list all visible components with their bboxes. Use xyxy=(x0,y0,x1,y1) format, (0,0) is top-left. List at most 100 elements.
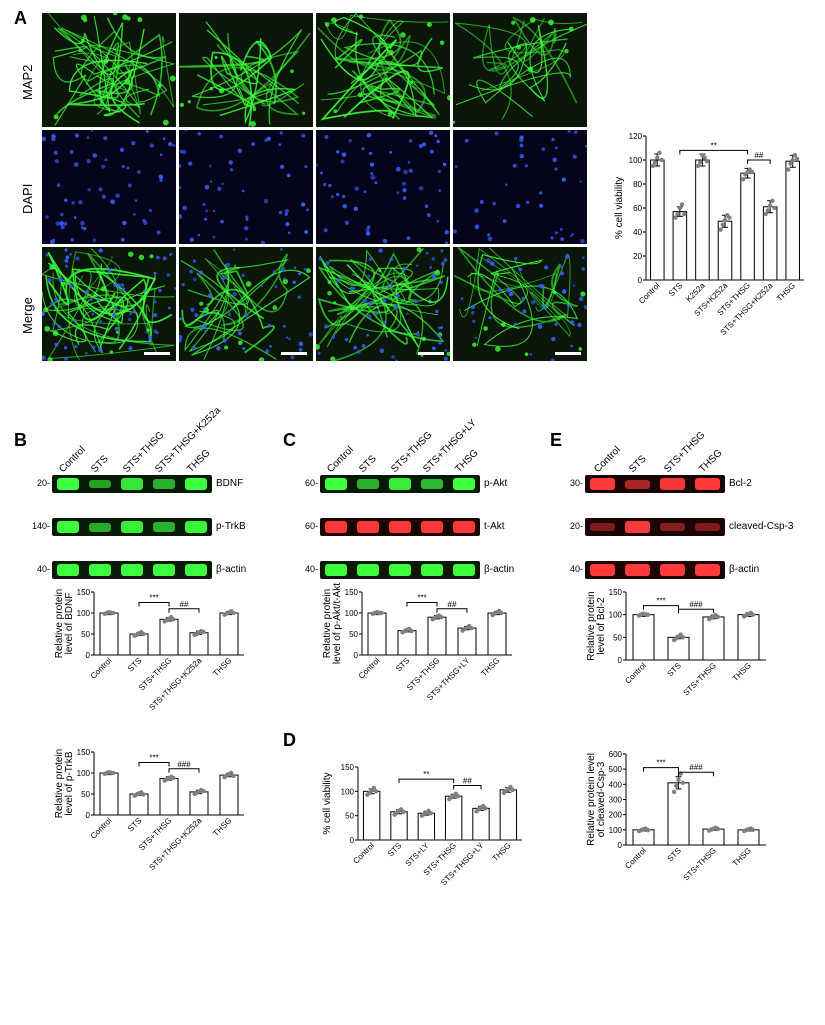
svg-text:% cell viability: % cell viability xyxy=(322,772,333,834)
blot-band xyxy=(389,564,411,576)
panel-a-micrograph xyxy=(453,247,587,361)
blot-protein-label: Bcl-2 xyxy=(729,478,752,489)
blot-band xyxy=(660,564,685,576)
bar xyxy=(738,615,759,660)
blot-track xyxy=(585,475,725,493)
blot-band xyxy=(625,480,650,489)
blot-band xyxy=(421,479,443,489)
blot-protein-label: cleaved-Csp-3 xyxy=(729,521,793,532)
svg-text:STS+THSG+K252a: STS+THSG+K252a xyxy=(147,656,203,712)
svg-text:400: 400 xyxy=(609,780,623,789)
blot-track xyxy=(585,518,725,536)
svg-text:THSG: THSG xyxy=(479,656,501,678)
panel-d-label: D xyxy=(283,730,296,751)
svg-text:**: ** xyxy=(423,770,429,779)
bar xyxy=(220,613,238,655)
blot-mw-label: 20- xyxy=(570,521,583,531)
svg-text:50: 50 xyxy=(81,790,90,799)
blot-band xyxy=(89,523,111,532)
svg-text:50: 50 xyxy=(345,812,354,821)
panel-a-micrograph xyxy=(179,247,313,361)
blot-band xyxy=(389,521,411,533)
svg-text:##: ## xyxy=(180,600,189,609)
panel-a-viability-chart: 020406080100120% cell viabilityControlST… xyxy=(610,120,810,380)
blot-band xyxy=(357,479,379,488)
blot-band xyxy=(153,479,175,488)
svg-text:Control: Control xyxy=(357,656,382,681)
svg-text:0: 0 xyxy=(86,811,91,820)
svg-text:STS+LY: STS+LY xyxy=(404,841,432,869)
svg-text:100: 100 xyxy=(345,609,359,618)
panel-e-csp3-chart: 0100200300400500600Relative protein leve… xyxy=(582,740,772,900)
svg-text:##: ## xyxy=(463,776,472,785)
svg-text:60: 60 xyxy=(633,204,642,213)
blot-band xyxy=(185,564,207,576)
svg-text:80: 80 xyxy=(633,180,642,189)
svg-text:100: 100 xyxy=(609,611,623,620)
bar xyxy=(696,160,710,280)
bar xyxy=(160,619,178,655)
blot-lane-label: STS xyxy=(627,453,649,475)
blot-track xyxy=(320,518,480,536)
svg-text:150: 150 xyxy=(341,763,355,772)
blot-lane-label: STS xyxy=(89,453,111,475)
panel-b-bdnf-chart: 050100150Relative proteinlevel of BDNFCo… xyxy=(50,580,250,720)
bar xyxy=(160,778,178,815)
svg-text:THSG: THSG xyxy=(731,661,753,683)
svg-text:STS: STS xyxy=(386,841,403,858)
svg-text:150: 150 xyxy=(77,748,91,757)
blot-mw-label: 60- xyxy=(305,478,318,488)
panel-b-western-blot: ControlSTSSTS+THSGSTS+THSG+K252aTHSGBDNF… xyxy=(52,475,212,541)
blot-protein-label: t-Akt xyxy=(484,521,505,532)
svg-text:Control: Control xyxy=(89,656,114,681)
svg-text:Control: Control xyxy=(623,661,648,686)
svg-text:level of p-Akt/t-Akt: level of p-Akt/t-Akt xyxy=(332,583,343,664)
blot-band xyxy=(57,478,79,490)
panel-e-bcl2-chart: 050100150Relative proteinlevel of Bcl-2C… xyxy=(582,580,772,720)
bar xyxy=(445,796,461,840)
blot-band xyxy=(153,522,175,531)
svg-text:300: 300 xyxy=(609,796,623,805)
svg-text:THSG: THSG xyxy=(211,656,233,678)
svg-text:##: ## xyxy=(448,600,457,609)
bar xyxy=(786,161,800,280)
blot-band xyxy=(57,564,79,576)
svg-text:0: 0 xyxy=(350,836,355,845)
blot-band xyxy=(121,478,143,489)
panel-e-label: E xyxy=(550,430,562,451)
bar xyxy=(428,617,446,655)
scalebar xyxy=(281,352,307,355)
panel-c-western-blot: ControlSTSSTS+THSGSTS+THSG+LYTHSGp-Akt60… xyxy=(320,475,480,541)
svg-text:500: 500 xyxy=(609,765,623,774)
blot-mw-label: 140- xyxy=(32,521,50,531)
bar xyxy=(763,207,777,280)
svg-text:200: 200 xyxy=(609,811,623,820)
blot-lane-label: STS+THSG+LY xyxy=(421,417,479,475)
bar xyxy=(741,173,755,280)
panel-a-micrograph xyxy=(179,130,313,244)
svg-text:STS: STS xyxy=(667,281,684,298)
blot-track xyxy=(52,518,212,536)
svg-text:THSG: THSG xyxy=(211,816,233,838)
svg-text:level of Bcl-2: level of Bcl-2 xyxy=(596,597,607,655)
blot-band xyxy=(625,521,650,533)
svg-text:50: 50 xyxy=(349,630,358,639)
svg-text:0: 0 xyxy=(86,651,91,660)
svg-text:***: *** xyxy=(656,597,665,606)
blot-track xyxy=(52,475,212,493)
blot-lane-label: Control xyxy=(325,444,356,475)
svg-text:50: 50 xyxy=(613,633,622,642)
blot-mw-label: 30- xyxy=(570,478,583,488)
blot-protein-label: p-Akt xyxy=(484,478,507,489)
blot-band xyxy=(625,564,650,576)
svg-text:Control: Control xyxy=(623,846,648,871)
scalebar xyxy=(144,352,170,355)
bar xyxy=(220,775,238,815)
panel-a-row-label: MAP2 xyxy=(20,52,35,112)
blot-protein-label: β-actin xyxy=(484,564,514,575)
panel-a-label: A xyxy=(14,8,27,29)
svg-text:STS+THSG: STS+THSG xyxy=(682,846,718,882)
blot-track xyxy=(320,561,480,579)
bar xyxy=(633,615,654,660)
svg-text:0: 0 xyxy=(638,276,643,285)
